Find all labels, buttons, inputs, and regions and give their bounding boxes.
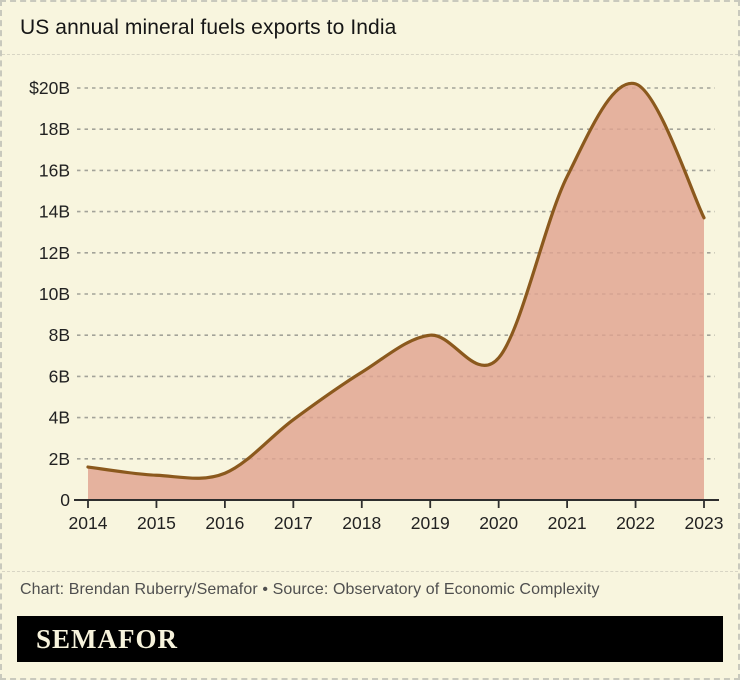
y-tick-label: 8B [49, 325, 70, 345]
y-tick-label: 12B [39, 243, 70, 263]
x-tick-label: 2021 [548, 513, 587, 533]
area-series [88, 83, 704, 500]
y-tick-label: 10B [39, 284, 70, 304]
x-axis-labels: 2014 2015 2016 2017 2018 2019 2020 2021 2022 2023 [69, 513, 724, 533]
x-tick-label: 2018 [342, 513, 381, 533]
y-tick-label: 6B [49, 366, 70, 386]
y-tick-label: 18B [39, 119, 70, 139]
semafor-logo: SEMAFOR [36, 623, 178, 654]
y-tick-label: $20B [29, 78, 70, 98]
line-series [86, 81, 706, 480]
y-axis-labels: $20B 18B 16B 14B 12B 10B 8B 6B 4B 2B 0 [29, 78, 70, 510]
x-tick-label: 2019 [411, 513, 450, 533]
caption-row: Chart: Brendan Ruberry/Semafor • Source:… [2, 571, 738, 599]
chart-svg: $20B 18B 16B 14B 12B 10B 8B 6B 4B 2B 0 2014 2015 2016… [29, 78, 724, 533]
y-tick-label: 0 [60, 490, 70, 510]
chart-header: US annual mineral fuels exports to India [2, 2, 738, 55]
x-tick-label: 2017 [274, 513, 313, 533]
x-tick-label: 2016 [205, 513, 244, 533]
page-title: US annual mineral fuels exports to India [20, 16, 397, 39]
x-tick-label: 2023 [685, 513, 724, 533]
x-tick-label: 2015 [137, 513, 176, 533]
x-axis [74, 499, 719, 508]
x-tick-label: 2020 [479, 513, 518, 533]
y-tick-label: 4B [49, 408, 70, 428]
y-tick-label: 14B [39, 202, 70, 222]
semafor-logo-bar: SEMAFOR [17, 616, 723, 662]
y-tick-label: 2B [49, 449, 70, 469]
y-tick-label: 16B [39, 160, 70, 180]
x-tick-label: 2022 [616, 513, 655, 533]
x-tick-label: 2014 [69, 513, 108, 533]
chart-credit: Chart: Brendan Ruberry/Semafor • Source:… [20, 581, 600, 598]
grid-lines [77, 87, 715, 460]
